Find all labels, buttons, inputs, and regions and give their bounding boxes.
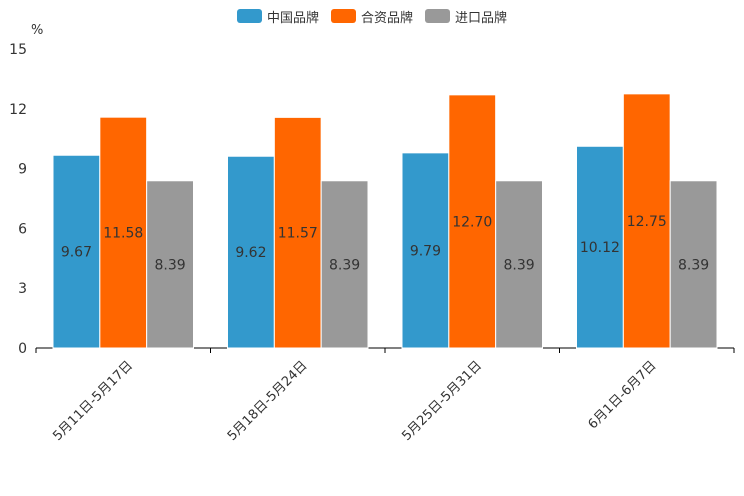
legend-item-china-brand[interactable]: 中国品牌 [236,7,319,26]
x-category-label: 5月18日-5月24日 [225,358,311,444]
y-tick-label: 12 [9,102,27,118]
y-axis-unit-label: % [31,23,43,38]
data-label-joint-venture-brand: 12.70 [452,214,492,230]
bar-imported-brand[interactable] [669,180,718,349]
bar-imported-brand[interactable] [495,180,543,349]
category-labels: 5月11日-5月17日 5月18日-5月24日 5月25日-5月31日 6月1日-6月… [50,358,659,444]
bar-joint-venture-brand[interactable] [622,93,671,349]
chart-legend: 中国品牌 合资品牌 进口品牌 [0,7,744,26]
legend-swatch-china-brand [236,9,262,23]
data-label-china-brand: 9.67 [61,245,92,261]
y-tick-label: 3 [18,281,27,297]
y-tick-label: 0 [18,341,27,357]
data-label-joint-venture-brand: 12.75 [627,214,667,230]
bar-china-brand[interactable] [576,145,624,349]
data-label-china-brand: 10.12 [580,240,620,256]
legend-item-joint-venture-brand[interactable]: 合资品牌 [330,7,413,26]
x-category-label: 6月1日-6月7日 [585,358,659,432]
bar-china-brand[interactable] [227,155,275,349]
legend-swatch-imported-brand [425,9,450,23]
data-label-imported-brand: 8.39 [154,257,185,273]
x-category-label: 5月11日-5月17日 [50,358,136,444]
legend-swatch-joint-venture-brand [330,9,356,23]
bar-joint-venture-brand[interactable] [273,116,322,349]
legend-label-imported-brand: 进口品牌 [455,10,508,26]
bar-series [52,93,718,349]
y-tick-label: 15 [9,42,27,58]
bar-joint-venture-brand[interactable] [448,94,497,349]
bar-china-brand[interactable] [401,152,450,349]
legend-item-imported-brand[interactable]: 进口品牌 [425,7,508,26]
data-labels: 9.67 11.58 8.39 9.62 11.57 8.39 9.79 12.70 8.39 1… [61,214,709,273]
bar-china-brand[interactable] [52,154,101,349]
x-category-label: 5月25日-5月31日 [399,358,485,444]
bar-joint-venture-brand[interactable] [99,116,148,349]
y-tick-label: 6 [18,221,27,237]
data-label-imported-brand: 8.39 [503,257,534,273]
data-label-china-brand: 9.79 [410,243,441,259]
data-label-joint-venture-brand: 11.57 [278,226,318,242]
x-axis-ticks [35,348,735,353]
bar-imported-brand[interactable] [146,180,195,349]
bar-imported-brand[interactable] [320,180,369,349]
data-label-china-brand: 9.62 [235,245,266,261]
data-label-imported-brand: 8.39 [329,257,360,273]
data-label-joint-venture-brand: 11.58 [103,226,143,242]
legend-label-joint-venture-brand: 合资品牌 [360,10,413,26]
y-tick-label: 9 [18,162,27,178]
y-axis-ticks: 0 3 6 9 12 15 [9,42,27,357]
legend-label-china-brand: 中国品牌 [266,10,319,26]
data-label-imported-brand: 8.39 [678,257,709,273]
